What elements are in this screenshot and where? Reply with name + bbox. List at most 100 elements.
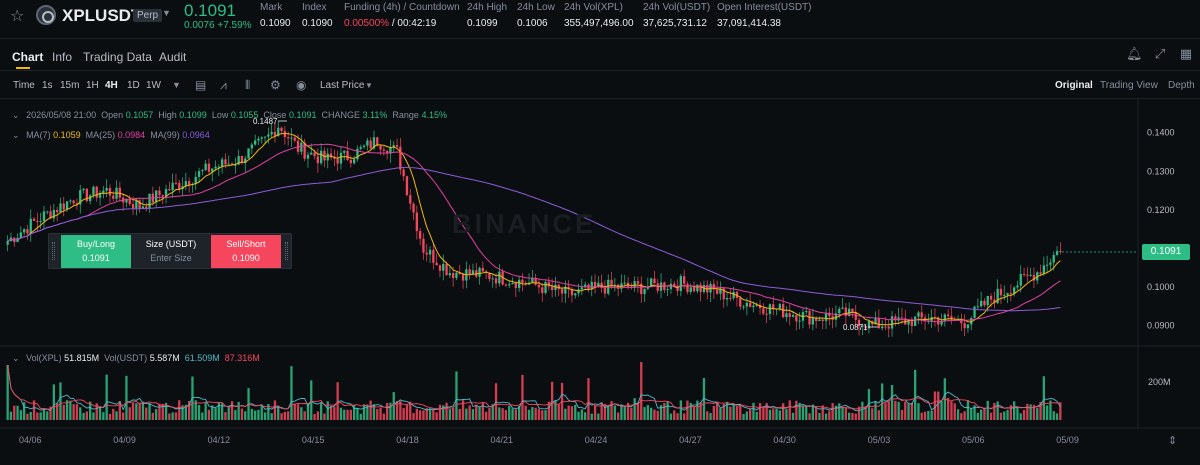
symbol-dropdown-icon[interactable]: ▼	[162, 8, 171, 18]
volume-bar	[36, 412, 39, 420]
candle-body	[171, 182, 174, 191]
volume-bar	[851, 412, 854, 420]
candle-body	[1052, 254, 1055, 263]
volume-bar	[923, 411, 927, 420]
indicator-icon[interactable]: ⩘	[220, 78, 227, 92]
candle-body	[989, 295, 993, 300]
legend-collapse-icon[interactable]: ⌄	[12, 110, 20, 120]
interval-4h[interactable]: 4H	[105, 80, 118, 91]
view-depth[interactable]: Depth	[1168, 80, 1195, 91]
time-label: Time	[13, 80, 35, 91]
interval-1d[interactable]: 1D	[127, 80, 140, 91]
vol-ma-b-value: 87.316M	[224, 353, 260, 363]
interval-15m[interactable]: 15m	[60, 80, 80, 91]
candle-body	[1026, 274, 1029, 276]
candle-body	[828, 312, 831, 317]
price-type-chevron-icon[interactable]: ▼	[365, 81, 373, 90]
buy-long-button[interactable]: Buy/Long 0.1091	[61, 235, 131, 268]
candle-body	[92, 186, 95, 196]
candle-body	[1055, 250, 1059, 255]
settings-icon[interactable]: ⚙	[270, 78, 281, 92]
candle-body	[920, 312, 923, 318]
volume-bar	[250, 408, 254, 420]
drawing-tool-icon[interactable]: ◉	[296, 78, 307, 92]
volume-bar	[729, 406, 732, 420]
volume-bar	[62, 404, 65, 420]
volume-bar	[600, 402, 603, 420]
volume-bar	[488, 408, 491, 420]
ma-legend-collapse-icon[interactable]: ⌄	[12, 130, 20, 140]
low-label: Low	[211, 110, 229, 120]
candle-body	[316, 156, 320, 164]
candle-type-icon[interactable]: ⦀	[245, 78, 251, 92]
tab-audit[interactable]: Audit	[159, 50, 187, 64]
candle-body	[211, 168, 214, 172]
volume-bar	[455, 371, 458, 420]
tab-info[interactable]: Info	[52, 50, 73, 64]
range-label: Range	[392, 110, 419, 120]
view-trading-view[interactable]: Trading View	[1100, 80, 1158, 91]
view-original[interactable]: Original	[1055, 80, 1093, 91]
tab-trading-data[interactable]: Trading Data	[83, 50, 152, 64]
volume-bar	[217, 402, 221, 420]
vol-legend-collapse-icon[interactable]: ⌄	[12, 353, 20, 363]
range-value: 4.15%	[421, 110, 447, 120]
drag-handle-left[interactable]	[52, 242, 55, 260]
volume-bar	[422, 410, 425, 420]
volume-bar	[95, 403, 98, 420]
interval-1s[interactable]: 1s	[42, 80, 53, 91]
alert-bell-icon[interactable]: 🔔︎	[1126, 46, 1143, 61]
ma7-value: 0.1059	[53, 130, 81, 140]
candle-body	[244, 158, 247, 164]
interval-dropdown-icon[interactable]: ▼	[172, 80, 181, 90]
size-label: Size (USDT)	[145, 239, 197, 249]
sell-short-button[interactable]: Sell/Short 0.1090	[211, 235, 281, 268]
volume-bar	[772, 409, 775, 420]
candle-body	[26, 229, 29, 234]
price-axis-label: 0.0900	[1147, 321, 1175, 331]
volume-bar	[577, 411, 580, 420]
candle-body	[88, 195, 92, 202]
calendar-icon[interactable]: ▤	[195, 78, 207, 92]
volume-bar	[376, 409, 379, 420]
volume-bar	[603, 403, 607, 420]
volume-bar	[570, 406, 574, 420]
stat-label[interactable]: Funding (4h) / Countdown	[344, 2, 460, 13]
volume-bar	[956, 409, 960, 420]
volume-bar	[214, 408, 217, 420]
volume-bar	[329, 405, 333, 420]
volume-bar	[501, 408, 504, 420]
expand-icon[interactable]: ⤢	[1154, 46, 1166, 61]
candle-body	[260, 137, 263, 139]
volume-bar	[451, 407, 455, 420]
volume-bar	[339, 407, 343, 420]
volume-bar	[857, 406, 861, 420]
interval-1h[interactable]: 1H	[86, 80, 99, 91]
volume-bar	[989, 412, 993, 420]
stat-label[interactable]: Open Interest(USDT)	[717, 2, 812, 13]
interval-1w[interactable]: 1W	[146, 80, 161, 91]
drag-handle-right[interactable]	[285, 242, 288, 260]
symbol-name[interactable]: XPLUSDT	[62, 6, 142, 25]
layout-grid-icon[interactable]: ▦	[1179, 46, 1193, 61]
stat-label[interactable]: Index	[302, 2, 327, 13]
candle-body	[772, 304, 775, 310]
candle-body	[649, 278, 653, 287]
volume-bar	[765, 403, 768, 420]
candle-body	[564, 286, 567, 294]
tab-chart[interactable]: Chart	[12, 50, 44, 64]
favorite-star-icon[interactable]: ☆	[10, 8, 25, 25]
vol-xpl-value: 51.815M	[64, 353, 100, 363]
candle-body	[154, 190, 158, 203]
volume-bar	[580, 409, 584, 420]
price-type-select[interactable]: Last Price	[320, 80, 365, 91]
size-input[interactable]: Size (USDT) Enter Size	[133, 235, 209, 268]
volume-axis-label: 200M	[1148, 377, 1171, 387]
volume-bar	[409, 401, 412, 420]
candle-body	[818, 319, 821, 322]
candle-body	[303, 142, 306, 159]
candle-body	[217, 166, 221, 168]
scale-toggle-icon[interactable]: ⇕	[1168, 435, 1177, 447]
candle-body	[451, 273, 455, 279]
